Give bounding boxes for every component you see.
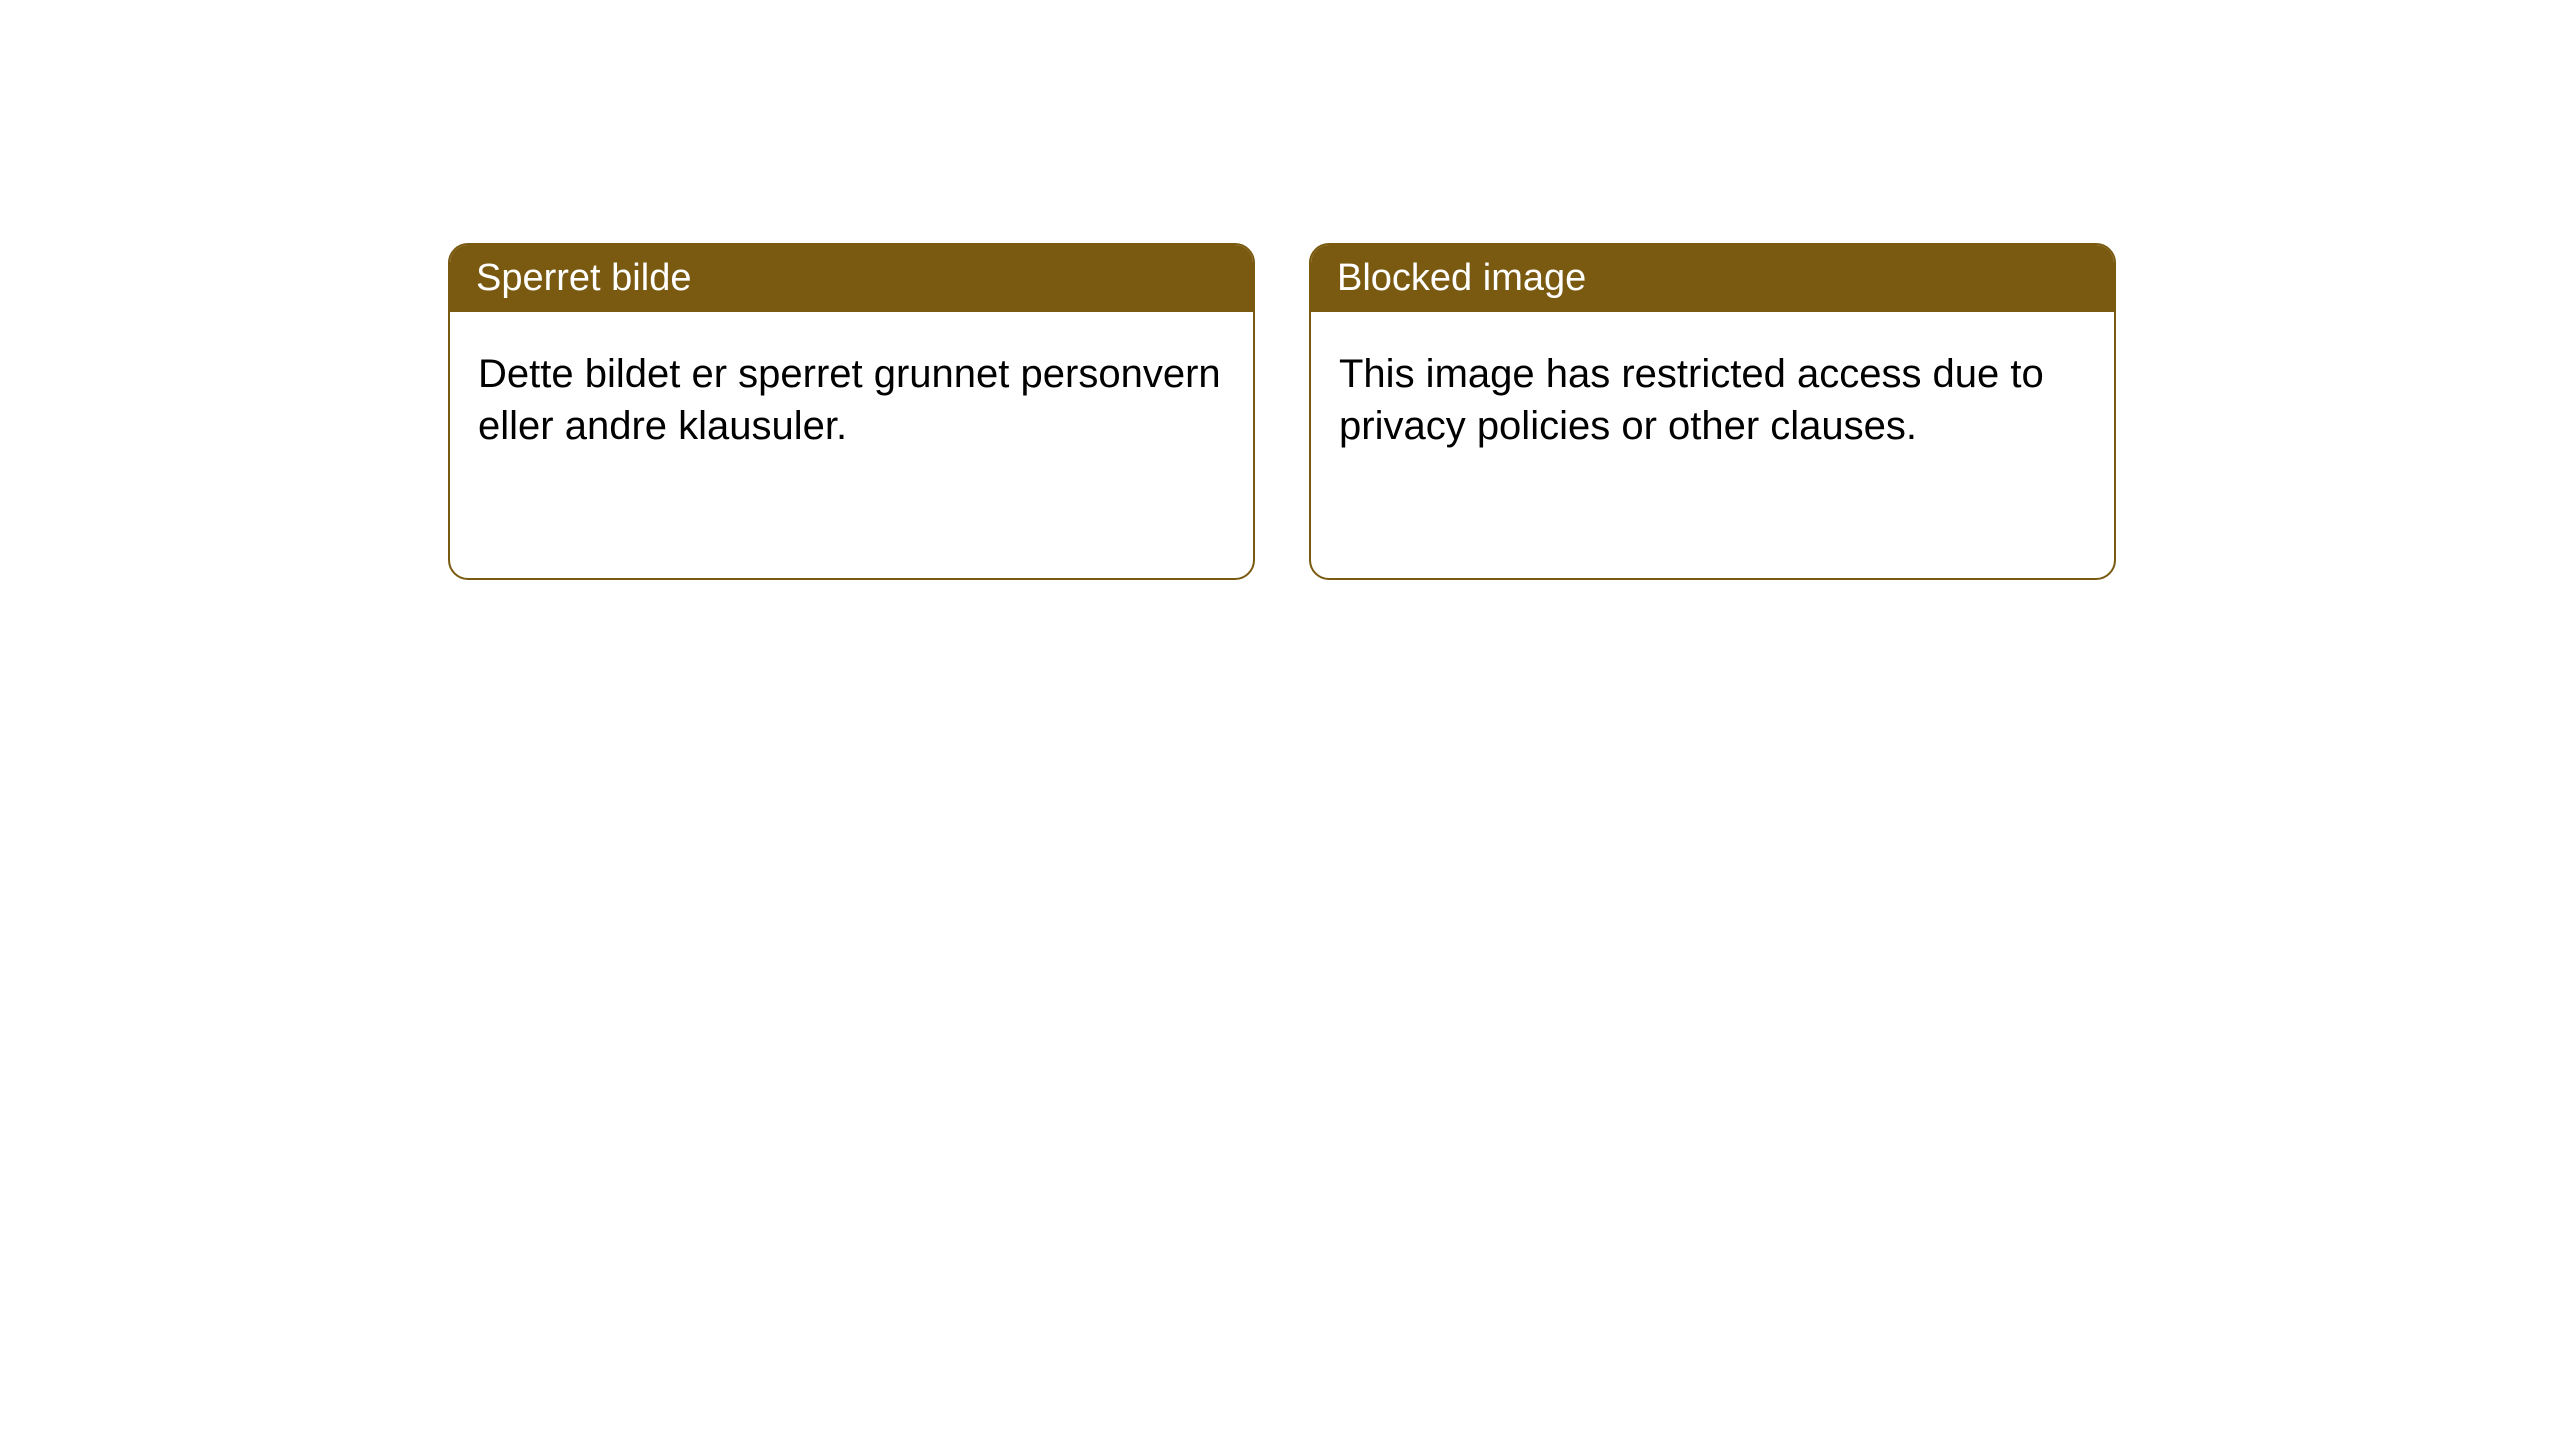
card-body-text: This image has restricted access due to …	[1339, 352, 2044, 448]
card-body-text: Dette bildet er sperret grunnet personve…	[478, 352, 1221, 448]
notice-card-english: Blocked image This image has restricted …	[1309, 243, 2116, 580]
card-title: Sperret bilde	[476, 257, 691, 299]
card-body: Dette bildet er sperret grunnet personve…	[450, 312, 1253, 488]
card-title: Blocked image	[1337, 257, 1586, 299]
card-header: Blocked image	[1311, 245, 2114, 312]
card-body: This image has restricted access due to …	[1311, 312, 2114, 488]
notice-card-norwegian: Sperret bilde Dette bildet er sperret gr…	[448, 243, 1255, 580]
card-header: Sperret bilde	[450, 245, 1253, 312]
notice-container: Sperret bilde Dette bildet er sperret gr…	[0, 0, 2560, 580]
